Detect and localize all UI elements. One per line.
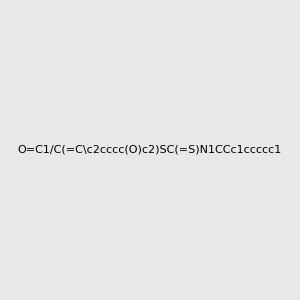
Text: O=C1/C(=C\c2cccc(O)c2)SC(=S)N1CCc1ccccc1: O=C1/C(=C\c2cccc(O)c2)SC(=S)N1CCc1ccccc1 (18, 145, 282, 155)
